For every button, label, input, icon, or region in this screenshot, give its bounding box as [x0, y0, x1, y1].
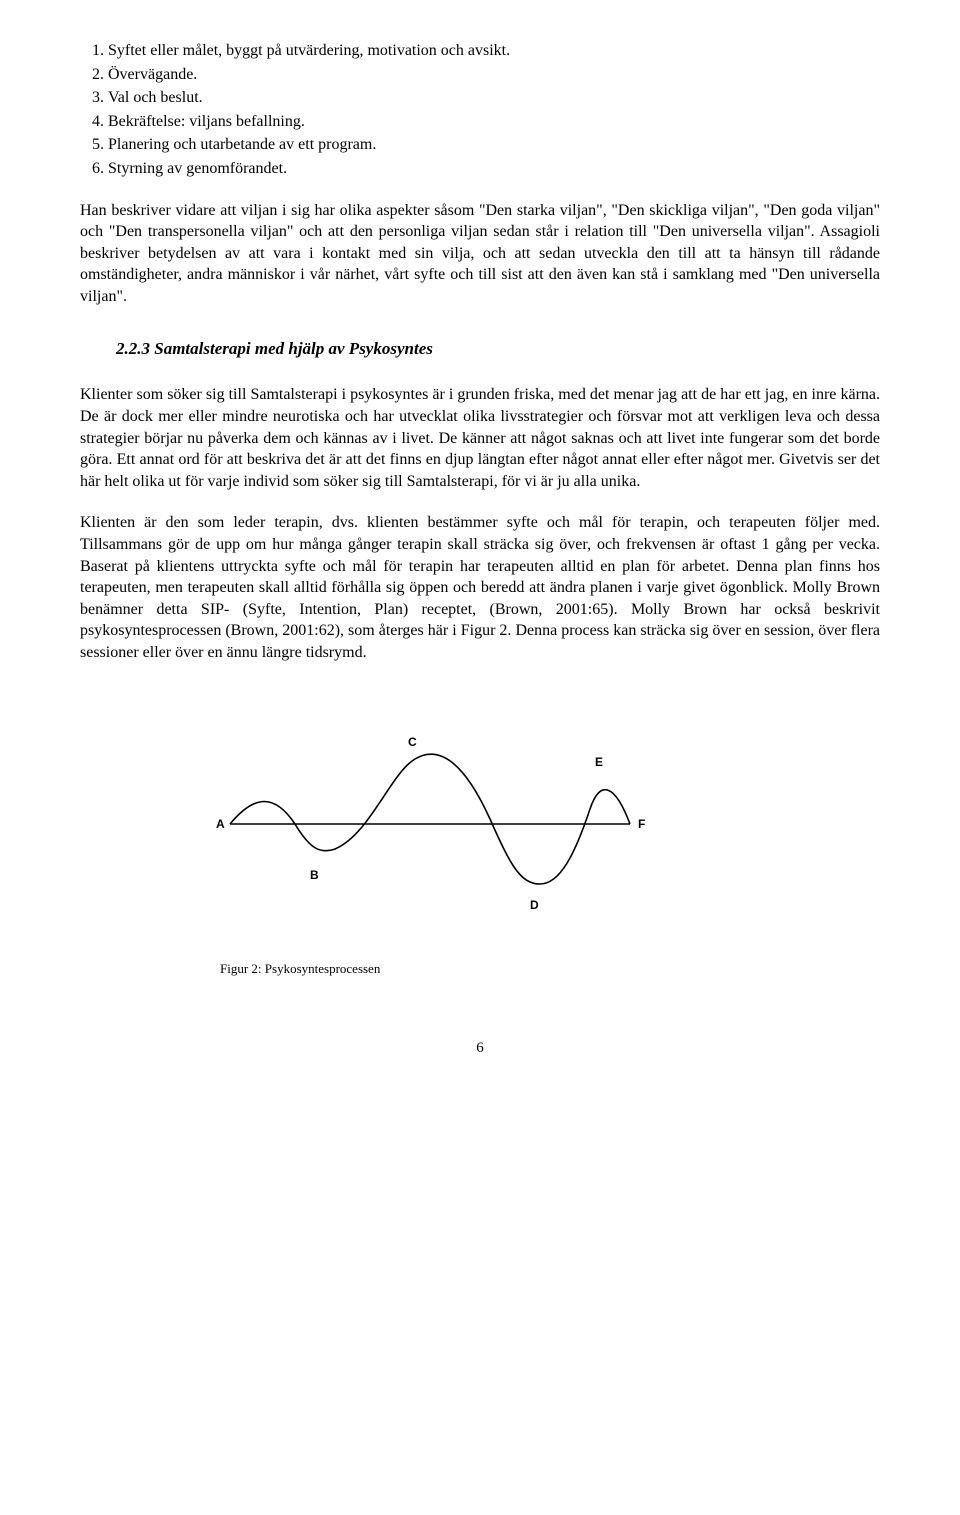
- list-item: Styrning av genomförandet.: [108, 158, 880, 180]
- list-item: Övervägande.: [108, 64, 880, 86]
- svg-text:A: A: [216, 817, 225, 831]
- svg-text:F: F: [638, 817, 645, 831]
- paragraph-3: Klienten är den som leder terapin, dvs. …: [80, 512, 880, 663]
- svg-text:C: C: [408, 735, 417, 749]
- list-item: Planering och utarbetande av ett program…: [108, 134, 880, 156]
- list-item: Syftet eller målet, byggt på utvärdering…: [108, 40, 880, 62]
- list-item: Val och beslut.: [108, 87, 880, 109]
- svg-text:E: E: [595, 755, 603, 769]
- heading-223: 2.2.3 Samtalsterapi med hjälp av Psykosy…: [116, 338, 880, 361]
- process-diagram: A B C D E F: [200, 724, 880, 921]
- list-item: Bekräftelse: viljans befallning.: [108, 111, 880, 133]
- svg-text:B: B: [310, 868, 319, 882]
- paragraph-2: Klienter som söker sig till Samtalsterap…: [80, 384, 880, 492]
- page-number: 6: [80, 1038, 880, 1058]
- svg-text:D: D: [530, 898, 539, 912]
- numbered-list: Syftet eller målet, byggt på utvärdering…: [80, 40, 880, 180]
- paragraph-1: Han beskriver vidare att viljan i sig ha…: [80, 200, 880, 308]
- psykosyntes-diagram: A B C D E F: [200, 724, 660, 914]
- figure-caption: Figur 2: Psykosyntesprocessen: [220, 960, 880, 978]
